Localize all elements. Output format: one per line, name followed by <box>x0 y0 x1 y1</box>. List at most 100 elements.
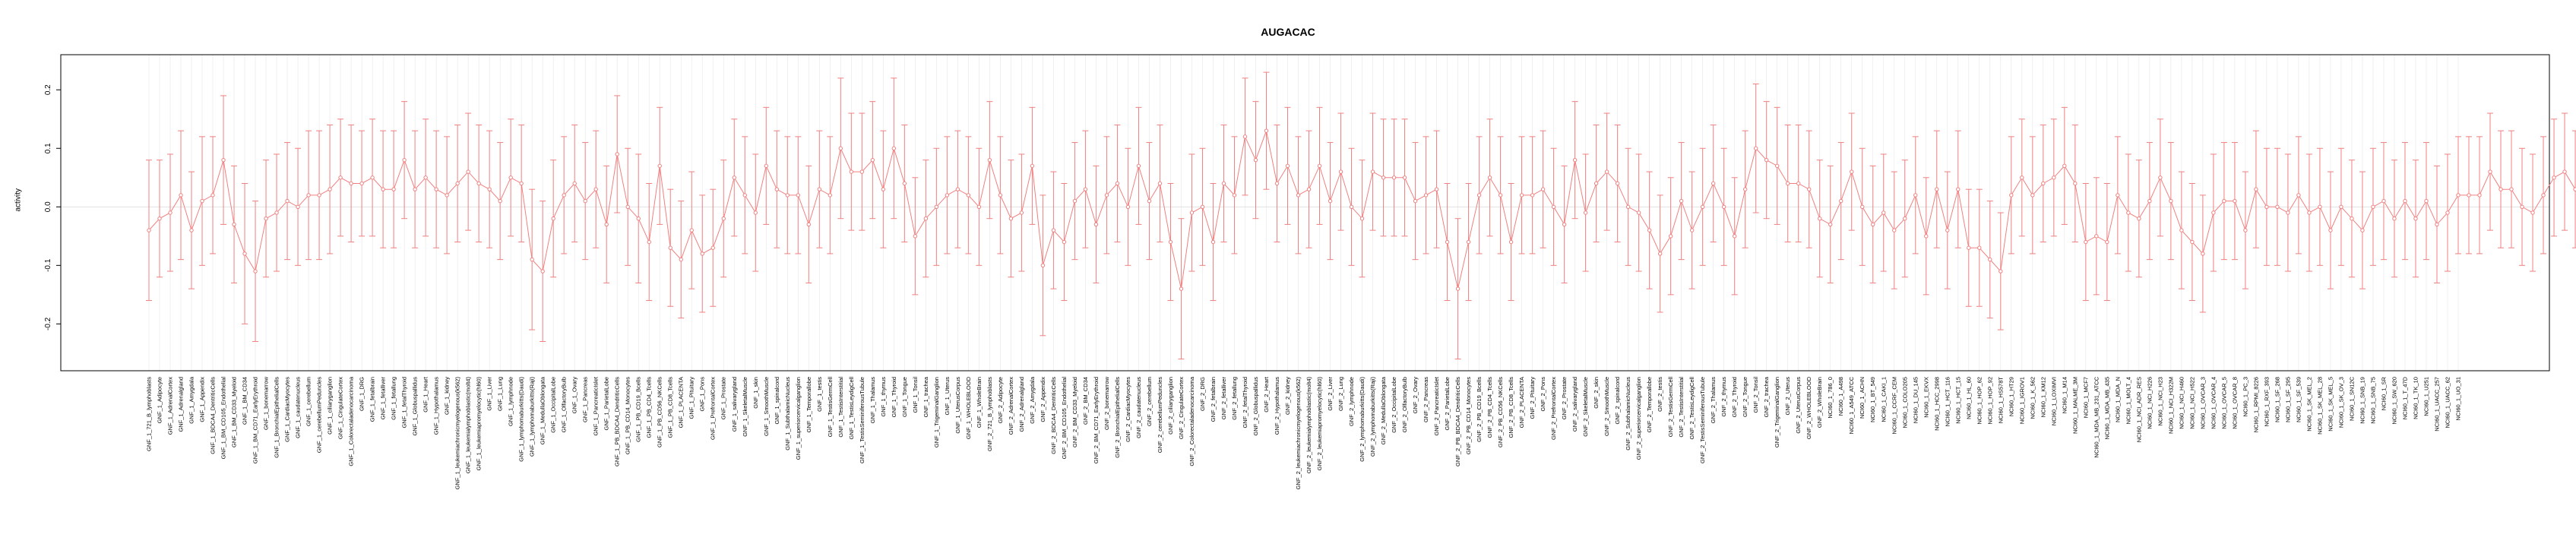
data-point <box>1753 146 1758 150</box>
x-tick-label: GNF_1_lymphomaburkitts(Raji) <box>529 376 536 457</box>
data-point <box>2041 181 2046 186</box>
x-tick-label: GNF_2_BM_CD34 <box>1082 377 1089 425</box>
data-point <box>838 146 843 150</box>
x-tick-label: GNF_2_Hypothalamus <box>1274 377 1280 435</box>
x-tick-label: NCI60_1_HL_60 <box>1965 377 1972 419</box>
chart-title: AUGACAC <box>1261 26 1315 38</box>
data-point <box>1349 204 1354 209</box>
x-tick-label: NCI60_1_MCF7 <box>2082 377 2089 418</box>
data-point <box>1700 204 1705 209</box>
data-point <box>2562 169 2567 174</box>
data-point <box>1285 163 1290 169</box>
x-tick-label: GNF_1_DRG <box>359 377 366 411</box>
x-tick-label: GNF_1_TestisInterstitial <box>837 377 844 438</box>
data-point <box>2541 193 2546 198</box>
data-point <box>1274 181 1280 186</box>
x-tick-label: GNF_2_leukemiapromyelocytic(hl60) <box>1316 377 1323 471</box>
x-tick-label: GNF_2_Globuspallidus <box>1252 377 1259 436</box>
x-tick-label: GNF_1_Pituitary <box>688 377 695 419</box>
x-tick-label: GNF_2_BronchialEpithelialCells <box>1114 377 1121 458</box>
data-point <box>2371 204 2375 209</box>
data-point <box>221 157 226 163</box>
data-point <box>785 193 790 198</box>
data-point <box>742 193 747 198</box>
x-tick-label: NCI60_1_SF_295 <box>2284 377 2291 422</box>
data-point <box>1913 193 1918 198</box>
x-tick-label: GNF_1_PB_BDCA4_DendriticCells <box>614 377 621 466</box>
x-tick-label: GNF_1_SubthalamicNucleus <box>784 377 791 451</box>
x-tick-label: GNF_1_Ovary <box>571 377 578 414</box>
data-point <box>551 217 555 221</box>
data-point <box>306 193 311 198</box>
data-point <box>381 187 385 191</box>
data-point <box>1381 175 1386 180</box>
x-tick-label: NCI60_1_NCI_H226 <box>2146 377 2153 429</box>
x-tick-label: GNF_2_PancreaticIslet <box>1433 376 1440 435</box>
x-tick-label: GNF_2_Lung <box>1337 377 1344 411</box>
data-point <box>2413 217 2418 221</box>
x-tick-label: GNF_2_UterusCorpus <box>1795 377 1802 434</box>
x-tick-label: NCI60_1_HT29 <box>2008 377 2014 416</box>
data-point <box>2105 239 2109 245</box>
x-tick-label: GNF_2_Adrenalgland <box>1018 377 1025 432</box>
data-point <box>2158 175 2163 180</box>
x-tick-label: GNF_2_Ovary <box>1412 377 1419 414</box>
data-point <box>1338 169 1343 174</box>
x-tick-label: NCI60_1_SN12C <box>2348 376 2355 421</box>
data-point <box>1647 228 1652 232</box>
data-point <box>572 181 577 186</box>
data-point <box>2552 175 2556 180</box>
x-tick-label: NCI60_1_M14 <box>2061 377 2068 413</box>
x-tick-label: GNF_1_Appendix <box>199 377 206 422</box>
data-point <box>445 193 449 198</box>
data-point <box>934 204 939 209</box>
x-tick-label: GNF_1_leukemiachronicmyelogenous(k562) <box>454 377 461 490</box>
x-tick-label: GNF_1_cerebellum <box>305 377 312 426</box>
x-tick-label: GNF_1_fetalThyroid <box>401 377 408 428</box>
data-point <box>391 187 396 191</box>
x-tick-label: GNF_2_caudatenucleus <box>1135 377 1142 438</box>
data-point <box>1487 175 1492 180</box>
data-point <box>1253 157 1258 163</box>
x-tick-label: GNF_2_skin <box>1593 377 1600 409</box>
x-tick-label: GNF_2_Prostate <box>1561 377 1568 419</box>
data-point <box>296 204 300 209</box>
data-point <box>1125 204 1131 209</box>
x-tick-label: GNF_1_PrefrontalCortex <box>710 377 717 440</box>
data-point <box>2392 217 2397 221</box>
data-point <box>1679 198 1684 204</box>
data-point <box>859 169 865 174</box>
x-tick-label: GNF_2_cerebellum <box>1146 377 1153 426</box>
x-tick-label: GNF_2_SubthalamicNucleus <box>1625 377 1631 451</box>
x-tick-label: GNF_1_lymphomaburkitts(Daudi) <box>518 377 525 462</box>
data-point <box>2435 222 2439 227</box>
data-point <box>1072 198 1078 204</box>
data-point <box>923 217 929 221</box>
data-point <box>2509 187 2514 191</box>
data-point <box>508 175 513 180</box>
data-point <box>2030 193 2035 198</box>
x-tick-label: GNF_1_BronchialEpithelialCells <box>274 377 280 458</box>
x-tick-label: NCI60_1_UACC_62 <box>2444 377 2451 428</box>
x-tick-label: NCI60_1_NCI_H322M <box>2167 377 2174 434</box>
x-tick-label: GNF_1_testis <box>816 377 823 412</box>
x-tick-label: GNF_2_TestisLeydigCell <box>1688 377 1695 440</box>
data-point <box>2456 193 2460 198</box>
x-tick-label: GNF_2_WholeBrain <box>1816 377 1823 428</box>
data-point <box>1179 286 1184 291</box>
x-tick-label: GNF_2_ciliaryganglion <box>1167 377 1174 435</box>
x-tick-label: GNF_1_superiorcervicalganglion <box>795 377 802 460</box>
x-tick-label: GNF_1_MedullaOblongata <box>540 376 546 444</box>
x-tick-label: GNF_2_DRG <box>1199 377 1206 411</box>
data-point <box>2318 204 2322 209</box>
x-tick-label: NCI60_1_KM12 <box>2040 377 2046 417</box>
data-point <box>1402 175 1407 180</box>
data-point <box>976 204 982 209</box>
data-point <box>913 234 918 239</box>
data-point <box>519 181 524 186</box>
data-point <box>1892 228 1897 232</box>
data-point <box>434 187 438 191</box>
data-point <box>2339 204 2343 209</box>
x-tick-label: GNF_2_lymphnode <box>1348 377 1355 426</box>
x-tick-label: GNF_2_bonemarrow <box>1103 376 1110 430</box>
